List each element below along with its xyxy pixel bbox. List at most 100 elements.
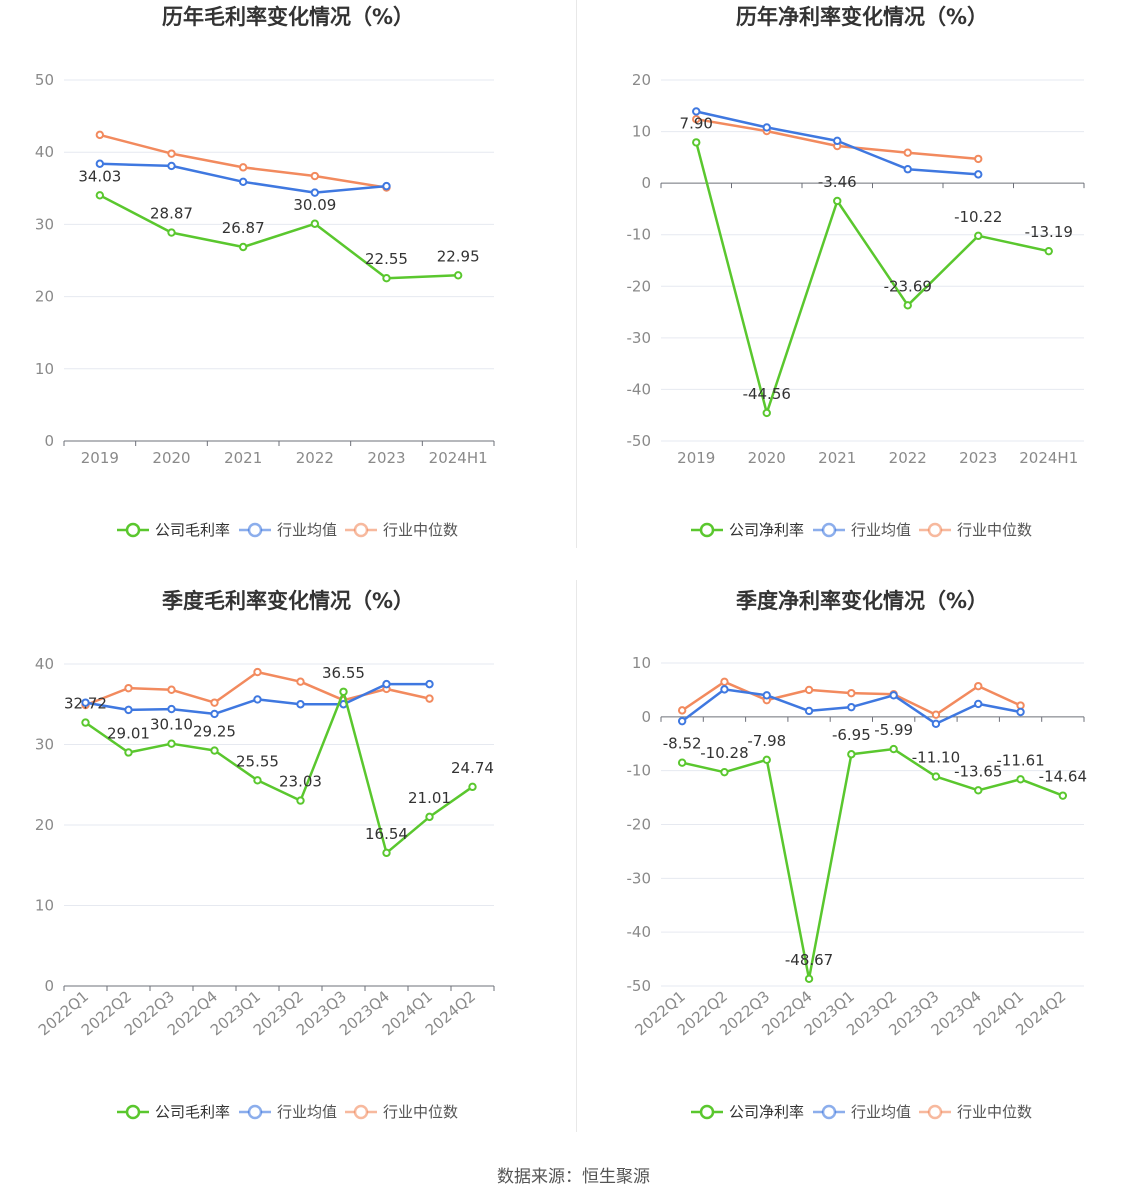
y-tick-label: -50 [627, 977, 652, 995]
data-point-company [167, 228, 176, 237]
legend-label: 行业均值 [277, 1103, 337, 1121]
data-point-industry_avg [720, 685, 729, 694]
series-line-company [84, 690, 474, 855]
x-tick-label: 2020 [152, 449, 190, 467]
data-label: 26.87 [222, 219, 265, 237]
legend-industry-avg: 行业均值 [239, 1103, 337, 1121]
y-tick-label: -40 [627, 380, 652, 398]
data-point-company [382, 848, 391, 858]
data-point-company [238, 242, 248, 252]
data-source-note: 数据来源：恒生聚源 [497, 1167, 650, 1187]
y-tick-label: -10 [627, 226, 652, 244]
data-point-industry_median [124, 683, 133, 693]
legend-marker [125, 1104, 141, 1120]
data-point-company [762, 408, 771, 418]
data-label: -44.56 [743, 385, 791, 403]
data-point-company [453, 271, 463, 280]
data-label: 30.09 [293, 196, 336, 214]
data-point-industry_avg [931, 719, 941, 729]
data-point-industry_avg [253, 695, 262, 704]
data-point-company [310, 219, 320, 228]
data-point-industry_median [238, 163, 248, 172]
legend-marker [927, 522, 943, 538]
data-point-industry_avg [762, 123, 771, 132]
chart-annual-gross: 历年毛利率变化情况（%） 0 10 20 30 40 50 2019 2020 2021 2022 2… [0, 0, 576, 560]
data-point-company [167, 739, 176, 748]
legend-label: 行业中位数 [383, 521, 458, 539]
chart-title: 季度净利率变化情况（%） [736, 589, 988, 613]
data-point-industry_median [210, 698, 219, 707]
x-tick-label: 2022 [296, 449, 334, 467]
data-label: -13.19 [1025, 223, 1073, 241]
data-label: -13.65 [954, 762, 1002, 780]
legend-marker [699, 522, 715, 538]
data-point-company [1044, 246, 1053, 256]
data-point-industry_median [804, 685, 814, 695]
data-label: -10.28 [700, 744, 748, 762]
legend-company: 公司净利率 [691, 1103, 804, 1121]
data-point-industry_avg [847, 702, 856, 712]
data-point-company [468, 782, 477, 792]
y-tick-label: 20 [632, 71, 651, 89]
chart-quarterly-net: 季度净利率变化情况（%） -50 -40 -30 -20 -10 0 10 2022Q1 2022… [577, 580, 1147, 1140]
data-point-company [974, 786, 983, 795]
y-tick-label: 20 [35, 816, 54, 834]
data-label: 22.55 [365, 250, 408, 268]
data-point-industry_avg [167, 704, 176, 714]
series-line-company [695, 142, 1050, 415]
data-label: -5.99 [874, 721, 913, 739]
legend-industry-median: 行业中位数 [919, 521, 1032, 539]
chart-annual-net-svg: 历年净利率变化情况（%） -50 -40 -30 -20 -10 0 10 20 2019 2020… [627, 5, 1085, 539]
data-point-company [931, 772, 941, 781]
data-label: -23.69 [884, 277, 932, 295]
data-label: 21.01 [408, 789, 451, 807]
data-label: -6.95 [832, 726, 871, 744]
x-tick-label: 2023 [367, 449, 405, 467]
data-label: 36.55 [322, 664, 365, 682]
data-point-company [903, 301, 912, 310]
chart-quarterly-gross: 季度毛利率变化情况（%） 0 10 20 30 40 2022Q1 2022Q2 2022Q3 2… [0, 580, 576, 1140]
y-tick-label: 10 [35, 897, 54, 915]
data-label: 22.95 [437, 247, 480, 265]
data-point-industry_avg [974, 699, 983, 709]
data-point-company [847, 750, 856, 759]
data-point-industry_median [974, 681, 983, 691]
x-tick-label: 2022 [889, 449, 927, 467]
legend-label: 行业均值 [851, 521, 911, 539]
x-tick-label: 2021 [224, 449, 262, 467]
data-label: 24.74 [451, 759, 494, 777]
legend-company: 公司毛利率 [117, 521, 230, 539]
data-point-company [833, 196, 842, 206]
legend-label: 行业均值 [277, 521, 337, 539]
data-point-industry_avg [974, 170, 983, 179]
data-label: 29.01 [107, 724, 150, 742]
data-point-industry_median [677, 706, 687, 715]
data-point-company [210, 746, 219, 755]
data-label: 16.54 [365, 825, 408, 843]
chart-annual-net: 历年净利率变化情况（%） -50 -40 -30 -20 -10 0 10 20 2019 2020… [577, 0, 1147, 560]
x-tick-label: 2024H1 [429, 449, 488, 467]
data-point-company [677, 758, 687, 767]
y-tick-label: 10 [632, 123, 651, 141]
data-label: -11.10 [912, 749, 960, 767]
legend-marker [125, 522, 141, 538]
legend-label: 行业中位数 [957, 1103, 1032, 1121]
data-point-industry_avg [833, 136, 842, 146]
data-point-industry_avg [1016, 707, 1025, 717]
y-tick-label: 50 [35, 71, 54, 89]
data-point-industry_avg [903, 165, 912, 174]
legend-label: 公司毛利率 [155, 521, 230, 539]
data-label: -3.46 [818, 173, 857, 191]
data-label: -8.52 [663, 735, 702, 753]
data-point-industry_avg [889, 691, 898, 700]
chart-quarterly-net-svg: 季度净利率变化情况（%）-50-40-30-20-100102022Q12022… [627, 589, 1088, 1121]
data-point-company [804, 974, 814, 984]
data-label: 7.90 [680, 114, 713, 132]
legend-marker [821, 1104, 837, 1120]
x-tick-label: 2020 [748, 449, 786, 467]
chart-title: 历年毛利率变化情况（%） [162, 5, 414, 29]
panel-divider-bottom [576, 580, 577, 1132]
y-tick-label: -10 [627, 762, 652, 780]
panel-divider-top [576, 0, 577, 548]
y-tick-label: 30 [35, 215, 54, 233]
